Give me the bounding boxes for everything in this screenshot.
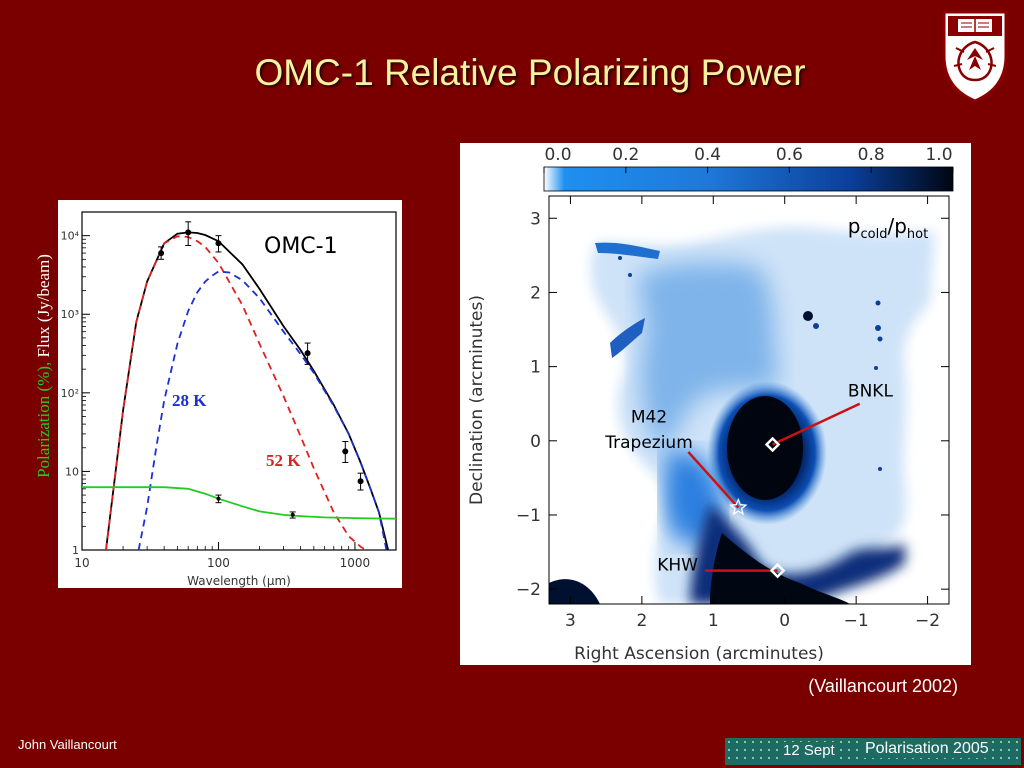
sed-series-curve: [82, 486, 397, 520]
map-x-axis-label: Right Ascension (arcminutes): [574, 644, 824, 664]
sed-y-tick-label: 10: [65, 465, 79, 478]
author-name: John Vaillancourt: [18, 737, 117, 752]
map-y-tick-label: −1: [516, 506, 541, 526]
map-x-tick-label: −1: [844, 611, 869, 631]
sed-data-point: [304, 350, 311, 357]
sed-y-tick-label: 10³: [61, 308, 79, 321]
marker-star-icon: [729, 497, 748, 516]
map-x-tick-label: 3: [565, 611, 576, 631]
hot-temp-label: 52 K: [266, 451, 301, 470]
slide-title: OMC-1 Relative Polarizing Power: [254, 52, 806, 93]
heatmap-image: [549, 227, 935, 604]
sed-x-axis-label: Wavelength (μm): [187, 574, 291, 588]
map-markers: BNKL M42 Trapezium KHW: [604, 381, 894, 579]
sed-curves: [82, 231, 397, 551]
sed-x-tick-label: 10: [74, 556, 89, 570]
polarization-label: Polarization (%),: [34, 361, 53, 478]
sed-data-point: [357, 478, 364, 485]
sed-x-tick-label: 1000: [340, 556, 371, 570]
colorbar-tick-label: 0.4: [694, 145, 721, 165]
sed-y-tick-label: 1: [72, 544, 79, 557]
sed-series-curve: [137, 270, 388, 551]
colorbar: [543, 166, 954, 192]
colorbar-ticks: 0.0 0.2 0.4 0.6 0.8 1.0: [543, 145, 954, 173]
map-y-tick-label: −2: [516, 580, 541, 600]
sed-points: [158, 221, 364, 519]
sed-data-point: [216, 496, 221, 501]
map-x-tick-label: −2: [915, 611, 940, 631]
cold-temp-label: 28 K: [172, 391, 207, 410]
sed-data-point: [290, 512, 295, 517]
map-y-axis-label: Declination (arcminutes): [467, 295, 487, 505]
colorbar-tick-label: 0.8: [858, 145, 885, 165]
map-y-tick-label: 1: [530, 358, 541, 378]
polarizing-power-map: 0.0 0.2 0.4 0.6 0.8 1.0 3 2 1 0 −1 −2 3 2 1 0 −1 −2 BNKL…: [460, 143, 971, 665]
citation: (Vaillancourt 2002): [808, 676, 958, 696]
map-plot-frame: [548, 195, 950, 605]
marker-diamond-icon: [764, 436, 781, 453]
colorbar-tick-label: 1.0: [925, 145, 952, 165]
sed-title: OMC-1: [264, 234, 338, 259]
map-x-tick-label: 1: [708, 611, 719, 631]
sed-y-tick-label: 10²: [61, 387, 79, 400]
map-y-tick-label: 2: [530, 283, 541, 303]
marker-leader-line: [772, 402, 861, 446]
map-x-tick-label: 0: [779, 611, 790, 631]
map-y-tick-label: 0: [530, 432, 541, 452]
flux-label: Flux (Jy/beam): [34, 254, 53, 358]
sed-x-tick-label: 100: [207, 556, 230, 570]
marker-diamond-icon: [769, 562, 786, 579]
map-annotation-label: M42: [631, 407, 667, 427]
colorbar-tick-label: 0.6: [776, 145, 803, 165]
sed-data-point: [158, 250, 165, 257]
marker-leader-line: [687, 451, 740, 509]
map-x-tick-label: 2: [636, 611, 647, 631]
map-annotation-label: KHW: [657, 556, 698, 576]
sed-data-point: [342, 448, 349, 455]
sed-y-tick-label: 10⁴: [61, 230, 80, 243]
sed-data-point: [215, 240, 222, 247]
colorbar-tick-label: 0.2: [612, 145, 639, 165]
map-annotation-label: BNKL: [848, 381, 894, 401]
map-axis-ticks: 3 2 1 0 −1 −2 3 2 1 0 −1 −2: [516, 196, 949, 631]
colorbar-tick-label: 0.0: [544, 145, 571, 165]
footer-date: 12 Sept: [780, 742, 838, 759]
sed-data-point: [185, 229, 192, 236]
university-crest-logo: [942, 10, 1008, 103]
footer-conference: Polarisation 2005: [862, 740, 992, 758]
map-annotation-label: Trapezium: [604, 433, 693, 453]
ratio-label: pcold/phot: [848, 214, 928, 242]
sed-plot-frame: [81, 211, 397, 551]
map-y-tick-label: 3: [530, 209, 541, 229]
